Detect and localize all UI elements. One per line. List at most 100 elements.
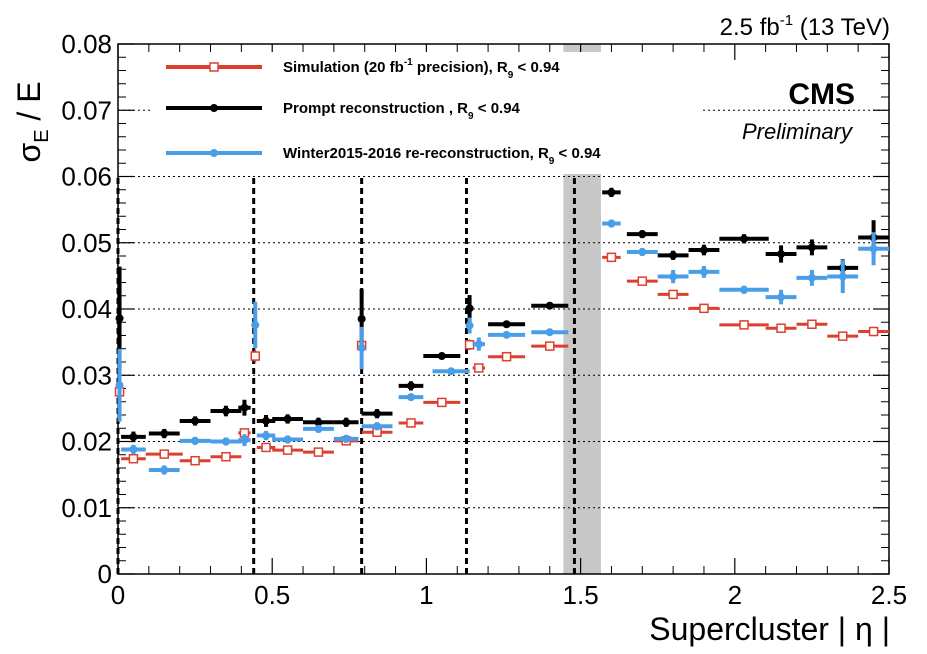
x-tick-label: 1.5 — [563, 580, 599, 610]
legend-marker-filled-circle — [210, 104, 218, 112]
data-point-prompt — [121, 431, 146, 443]
marker-filled-circle — [251, 320, 260, 329]
marker-filled-circle — [115, 381, 124, 390]
x-axis-title: Supercluster | η | — [649, 611, 890, 647]
marker-open-square — [282, 445, 293, 455]
y-tick-label: 0.04 — [61, 294, 112, 324]
data-point-simulation — [423, 397, 461, 408]
marker-filled-circle — [545, 328, 554, 337]
data-point-simulation — [796, 319, 828, 329]
marker-filled-circle — [740, 285, 749, 294]
data-point-simulation — [145, 449, 183, 459]
marker-open-square — [313, 447, 324, 457]
marker-filled-circle — [314, 418, 323, 427]
data-point-simulation — [272, 445, 304, 455]
marker-filled-circle — [869, 244, 878, 253]
marker-filled-circle — [221, 437, 230, 446]
marker-filled-circle — [342, 434, 351, 443]
data-point-simulation — [472, 363, 485, 373]
marker-filled-circle — [447, 367, 456, 376]
legend-label-part: < 0.94 — [554, 145, 601, 162]
marker-open-square — [437, 397, 447, 408]
marker-filled-circle — [638, 248, 647, 257]
data-point-winter — [626, 248, 658, 257]
legend-label: Simulation (20 fb-1 precision), R9 < 0.9… — [283, 57, 560, 81]
legend-label-part: 9 — [508, 70, 514, 81]
marker-filled-circle — [221, 407, 230, 416]
data-point-prompt — [719, 234, 769, 244]
marker-filled-circle — [262, 416, 271, 425]
data-point-simulation — [303, 447, 334, 457]
legend-entry-simulation: Simulation (20 fb-1 precision), R9 < 0.9… — [166, 57, 560, 81]
data-point-winter — [148, 465, 180, 475]
y-tick-label: 0.07 — [61, 95, 112, 125]
marker-filled-circle — [607, 188, 616, 197]
marker-filled-circle — [502, 320, 511, 329]
marker-open-square — [190, 455, 200, 466]
marker-filled-circle — [807, 273, 816, 282]
data-point-prompt — [488, 320, 526, 329]
data-point-prompt — [272, 414, 304, 424]
data-point-prompt — [148, 428, 180, 439]
marker-filled-circle — [191, 416, 200, 425]
marker-filled-circle — [314, 424, 323, 433]
data-point-prompt — [423, 352, 461, 361]
y-tick-label: 0.03 — [61, 360, 112, 390]
legend-label-part: -1 — [404, 57, 413, 68]
marker-filled-circle — [406, 381, 415, 390]
marker-open-square — [406, 418, 416, 428]
data-point-prompt — [796, 239, 828, 256]
data-point-simulation — [531, 341, 569, 351]
data-point-winter — [361, 422, 393, 431]
data-point-winter — [210, 437, 242, 446]
marker-open-square — [868, 326, 879, 337]
y-tick-label: 0.05 — [61, 228, 112, 258]
legend-label: Winter2015-2016 re-reconstruction, R9 < … — [283, 145, 601, 167]
data-point-winter — [827, 259, 859, 294]
data-point-prompt — [688, 244, 720, 256]
label-layer: 2.5 fb-1 (13 TeV) CMS Preliminary Superc… — [11, 12, 890, 647]
data-point-simulation — [210, 451, 242, 462]
series-winter — [115, 219, 889, 475]
data-point-simulation — [858, 326, 889, 337]
lumi-label: 2.5 fb-1 (13 TeV) — [720, 12, 890, 41]
data-point-prompt — [531, 301, 569, 310]
marker-open-square — [545, 341, 555, 351]
data-point-prompt — [398, 381, 424, 391]
data-point-simulation — [398, 418, 424, 428]
y-tick-label: 0.08 — [61, 29, 112, 59]
data-point-winter — [719, 285, 769, 294]
data-point-simulation — [464, 339, 475, 351]
marker-filled-circle — [545, 301, 554, 310]
data-point-prompt — [333, 417, 359, 427]
marker-filled-circle — [406, 393, 415, 402]
data-point-prompt — [361, 409, 393, 419]
marker-open-square — [776, 323, 786, 333]
marker-filled-circle — [638, 230, 647, 239]
data-point-prompt — [602, 187, 621, 198]
marker-filled-circle — [160, 429, 169, 438]
data-point-prompt — [210, 405, 242, 417]
data-point-winter — [765, 289, 797, 305]
data-point-prompt — [657, 250, 689, 260]
legend-label-part: Winter2015-2016 re-reconstruction, R — [283, 145, 549, 162]
data-point-simulation — [719, 320, 769, 330]
data-point-winter — [251, 301, 260, 349]
data-point-winter — [796, 269, 828, 286]
legend-entry-prompt: Prompt reconstruction , R9 < 0.94 — [166, 100, 521, 122]
data-point-winter — [115, 348, 124, 422]
marker-filled-circle — [342, 418, 351, 427]
marker-filled-circle — [740, 234, 749, 243]
legend-label: Prompt reconstruction , R9 < 0.94 — [283, 100, 521, 122]
marker-filled-circle — [262, 431, 271, 440]
marker-filled-circle — [129, 445, 138, 454]
legend-entry-winter: Winter2015-2016 re-reconstruction, R9 < … — [166, 145, 601, 167]
legend-label-part: Prompt reconstruction , R — [283, 100, 468, 117]
data-point-simulation — [827, 331, 859, 341]
data-point-winter — [333, 434, 359, 443]
x-tick-label: 0 — [111, 580, 125, 610]
data-point-simulation — [657, 289, 689, 300]
data-point-winter — [531, 328, 569, 337]
